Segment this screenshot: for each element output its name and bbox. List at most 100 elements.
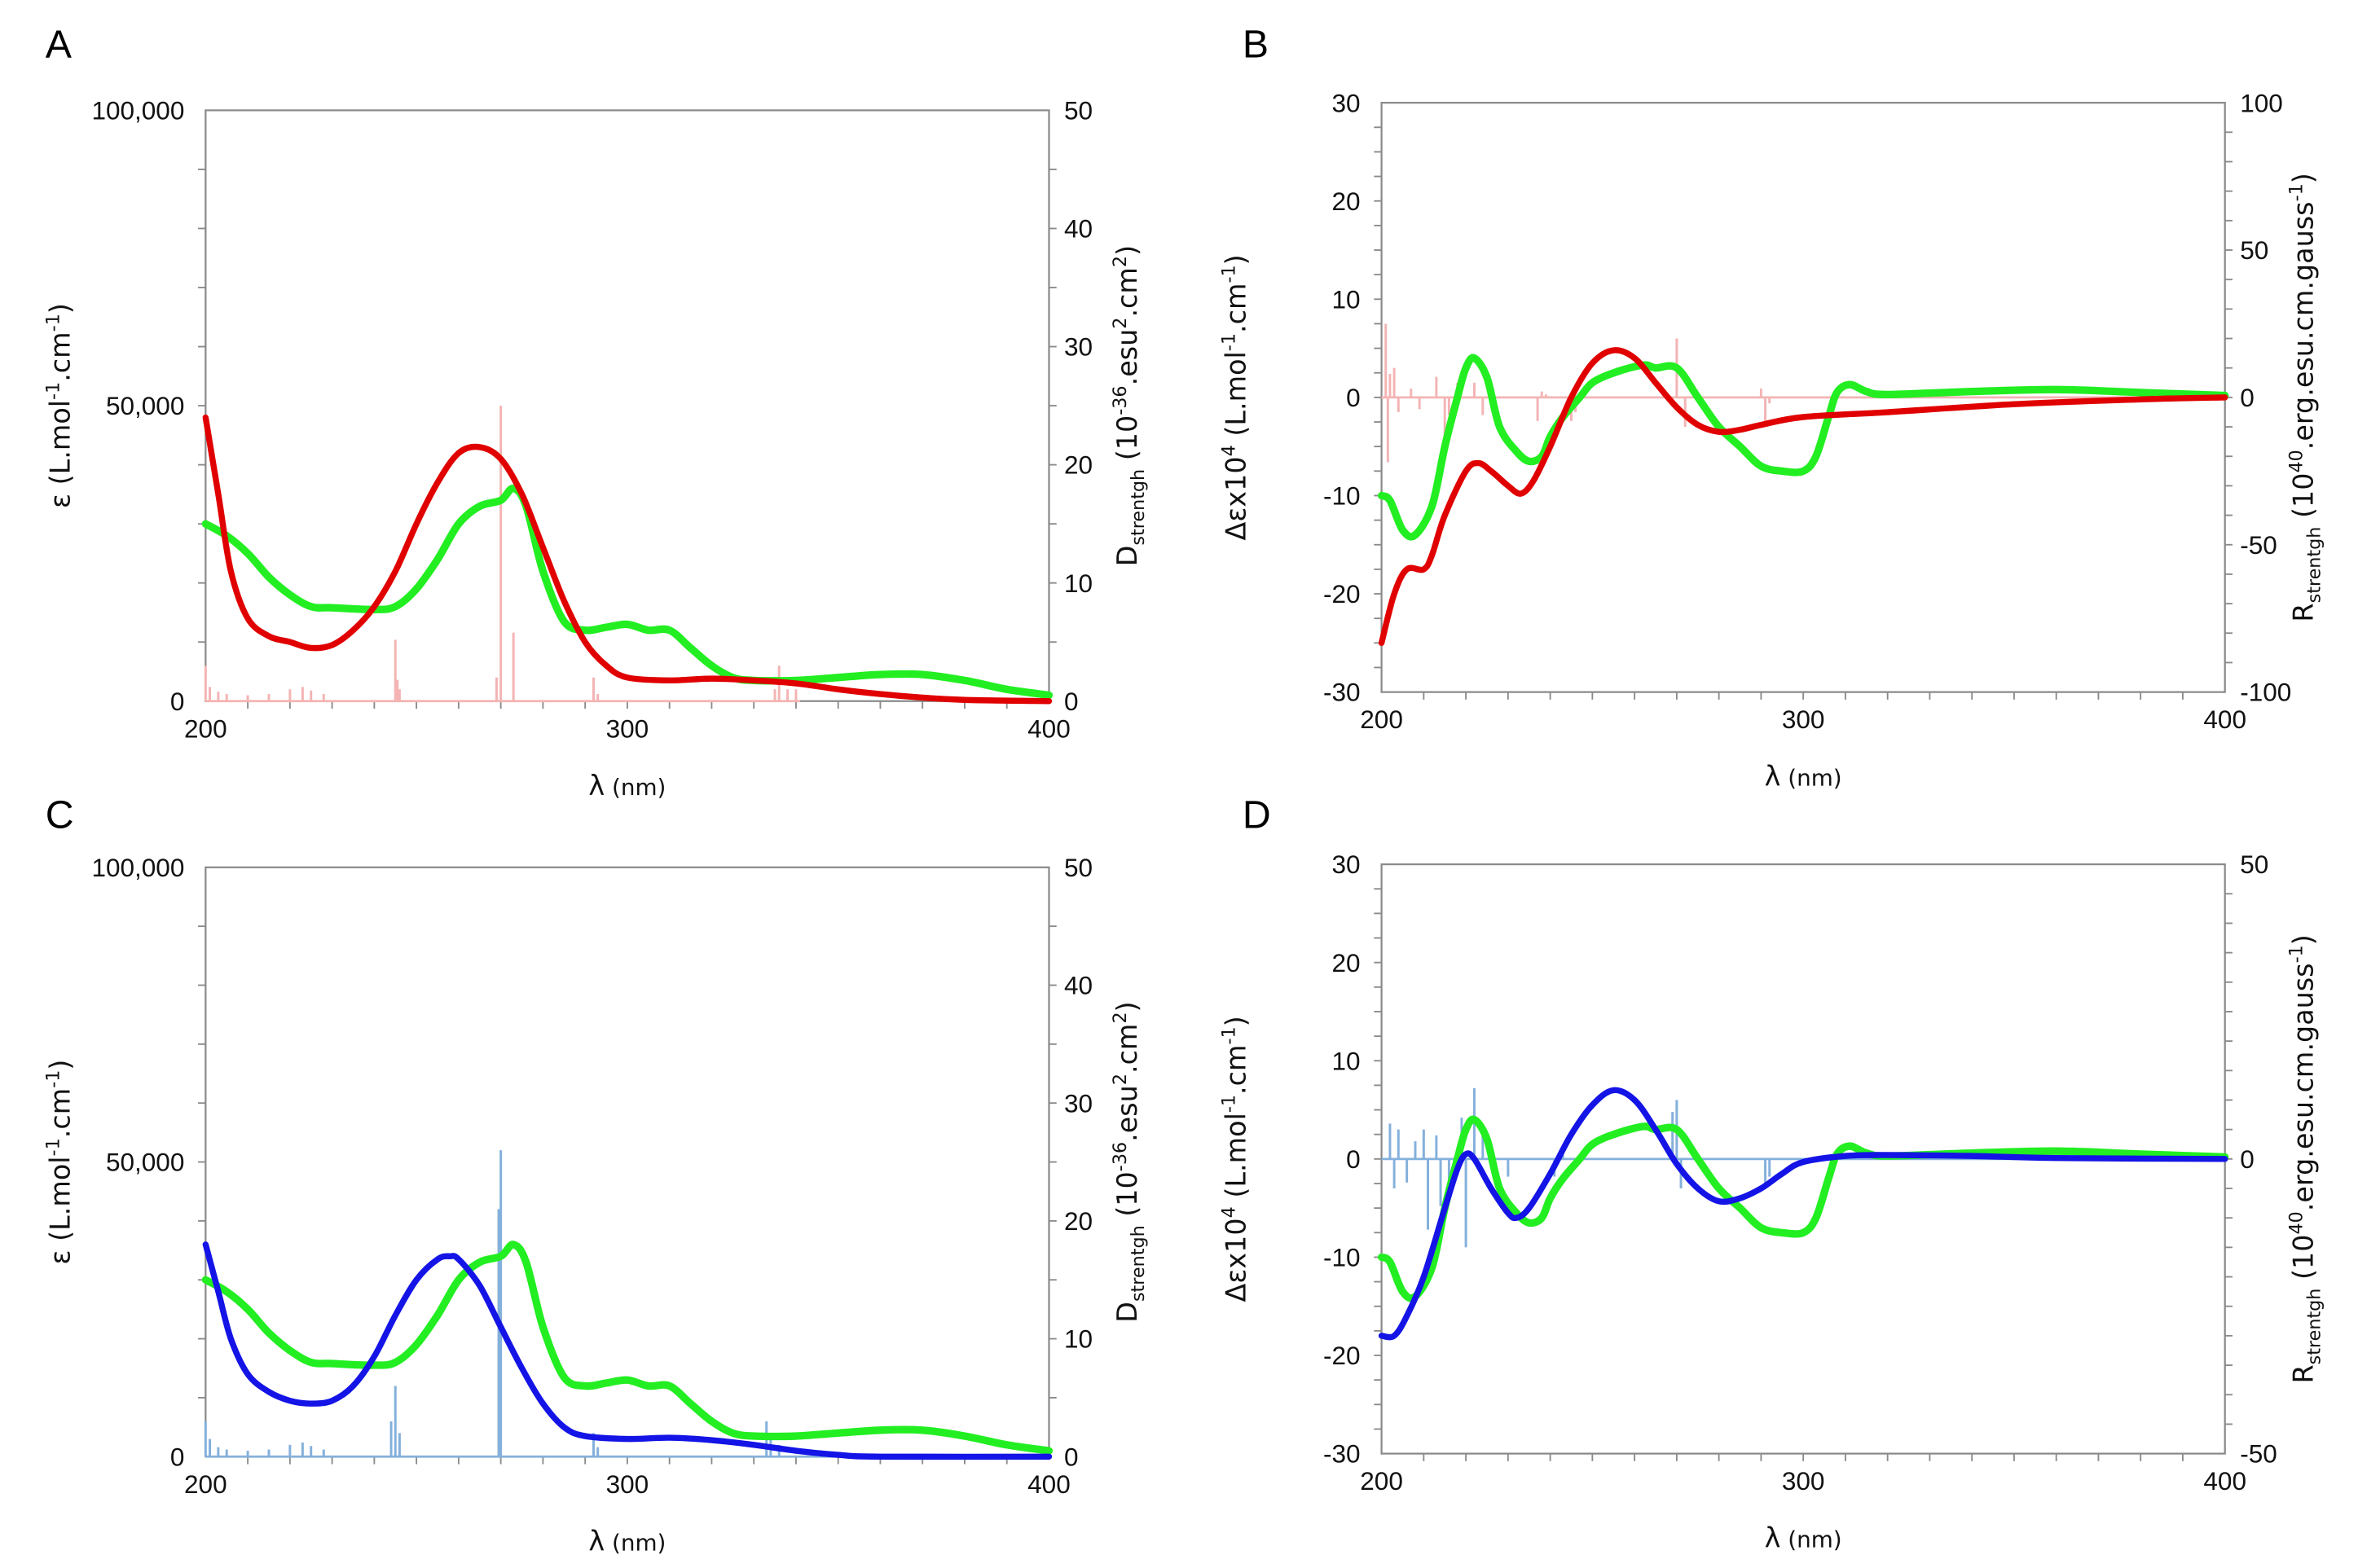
y-tick-label: -30 (1323, 678, 1361, 707)
y-axis-label-part: -1 (1219, 265, 1240, 283)
y2-axis-label-part: ) (1111, 245, 1143, 256)
y2-axis-label-part: .cm (1111, 1024, 1143, 1074)
y2-axis-label-part: 2 (1110, 318, 1131, 329)
panel-letter: B (1243, 22, 1269, 66)
x-tick-label: 400 (1027, 714, 1071, 743)
y-tick-label: 20 (1332, 187, 1361, 216)
y2-axis-label-part: strentgh (1128, 1225, 1149, 1302)
y2-tick-label: 50 (1064, 96, 1093, 125)
y2-tick-label: 100 (2240, 88, 2283, 117)
y2-axis-label-part: .cm (1111, 267, 1143, 317)
series-calculated-line (1378, 1087, 2228, 1341)
y2-tick-label: -100 (2240, 678, 2291, 707)
y2-axis-label-part: .erg.esu.cm.gauss (2287, 963, 2319, 1211)
x-axis-label: λ (nm) (1765, 761, 1842, 793)
x-tick-label: 200 (1360, 705, 1403, 734)
y-tick-label: 100,000 (91, 96, 184, 125)
y2-tick-label: 0 (1064, 687, 1079, 716)
y-axis-label-part: -1 (1219, 1026, 1240, 1044)
y-tick-label: -30 (1323, 1439, 1361, 1469)
y-axis-label-part: ε (L.mol (44, 1156, 76, 1264)
y2-axis-label-part: ) (2287, 934, 2319, 945)
y2-axis-label: Dstrentgh (10-36.esu2.cm2) (1110, 1001, 1149, 1322)
y2-tick-label: 10 (1064, 569, 1093, 598)
y-tick-label: -10 (1323, 1243, 1361, 1272)
y-tick-label: 30 (1332, 850, 1361, 879)
y-axis-label-part: (L.mol (1221, 1113, 1252, 1206)
y2-axis-label-part: 2 (1110, 256, 1131, 267)
x-tick-label: 300 (606, 1469, 649, 1499)
y2-axis-label-part: (10 (2287, 1234, 2319, 1288)
y-tick-label: 10 (1332, 284, 1361, 314)
y-tick-label: 10 (1332, 1046, 1361, 1075)
y2-axis-label-part: -1 (2285, 183, 2307, 201)
y2-tick-label: 10 (1064, 1324, 1093, 1354)
y2-axis-label-part: (10 (1111, 415, 1143, 469)
y2-axis-label-part: .esu (1111, 329, 1143, 386)
y-axis-label-part: (L.mol (1221, 351, 1252, 445)
y2-tick-label: 50 (2240, 235, 2268, 265)
y-axis-label: ε (L.mol-1.cm-1) (42, 1060, 76, 1265)
series-experimental-line (201, 1241, 1054, 1455)
y-tick-label: 100,000 (91, 853, 184, 882)
y-tick-label: 50,000 (106, 391, 184, 420)
x-axis-label-part: (nm) (605, 1529, 666, 1556)
y-axis-label-part: ) (44, 1060, 76, 1070)
y-axis-label-part: -1 (42, 1070, 64, 1088)
y-axis-label-part: -1 (42, 1138, 64, 1156)
y2-axis-label-part: .erg.esu.cm.gauss (2287, 201, 2319, 450)
y2-tick-label: 40 (1064, 971, 1093, 1000)
x-tick-label: 200 (184, 1469, 227, 1499)
y2-axis-label-part: -36 (1110, 385, 1131, 415)
y-axis-label-part: -1 (42, 382, 64, 400)
y2-tick-label: 20 (1064, 1206, 1093, 1236)
panel-letter: D (1243, 793, 1271, 837)
series-experimental-line (201, 484, 1054, 700)
y2-tick-label: 0 (2240, 383, 2255, 412)
x-axis-label-part: λ (1765, 1522, 1781, 1554)
y2-axis-label-part: .esu (1111, 1085, 1143, 1142)
y2-tick-label: -50 (2240, 1439, 2277, 1469)
y2-axis-label-part: (10 (1111, 1171, 1143, 1225)
y2-axis-label: Rstrentgh (1040.erg.esu.cm.gauss-1) (2285, 173, 2325, 621)
y2-axis-label-part: ) (1111, 1001, 1143, 1012)
y-axis-label: ε (L.mol-1.cm-1) (42, 303, 76, 508)
y2-axis-label-part: 2 (1110, 1074, 1131, 1085)
y2-axis-label-part: -36 (1110, 1142, 1131, 1171)
x-axis-label-part: (nm) (1780, 765, 1841, 792)
y-tick-label: 0 (1346, 383, 1361, 412)
y-tick-label: 20 (1332, 948, 1361, 977)
x-tick-label: 300 (1782, 1466, 1825, 1496)
plot-frame (205, 866, 1050, 1458)
y-axis-label-part: ) (1221, 254, 1252, 265)
y-axis-label-part: 4 (1219, 1206, 1240, 1218)
y-axis-label: Δεx104 (L.mol-1.cm-1) (1219, 1016, 1252, 1302)
y-tick-label: 30 (1332, 88, 1361, 117)
y2-axis-label-part: (10 (2287, 473, 2319, 527)
y-axis-label-part: ε (L.mol (44, 400, 76, 508)
panel-letter: C (46, 793, 74, 837)
y2-axis-label-part: D (1111, 1302, 1143, 1323)
y2-tick-label: 30 (1064, 1088, 1093, 1118)
series-calculated-line (202, 414, 1053, 705)
y-tick-label: -20 (1323, 1341, 1361, 1370)
x-tick-label: 400 (2203, 1466, 2246, 1496)
x-axis-label-part: (nm) (605, 774, 666, 801)
y2-axis-label-part: 2 (1110, 1012, 1131, 1023)
x-tick-label: 300 (1782, 705, 1825, 734)
y-axis-label-part: .cm (1221, 283, 1252, 333)
y2-axis-label-part: strentgh (2304, 527, 2325, 604)
series-calculated-line (202, 1241, 1053, 1460)
x-tick-label: 400 (2203, 705, 2246, 734)
y2-axis-label-part: -1 (2285, 945, 2307, 963)
x-axis-label: λ (nm) (1765, 1522, 1842, 1554)
y2-axis-label: Rstrentgh (1040.erg.esu.cm.gauss-1) (2285, 934, 2325, 1383)
series-calculated-line (1378, 347, 2228, 647)
x-tick-label: 300 (606, 714, 649, 743)
y2-tick-label: 40 (1064, 214, 1093, 244)
y2-axis-label-part: strentgh (1128, 469, 1149, 546)
y2-axis-label-part: 40 (2285, 1211, 2307, 1234)
